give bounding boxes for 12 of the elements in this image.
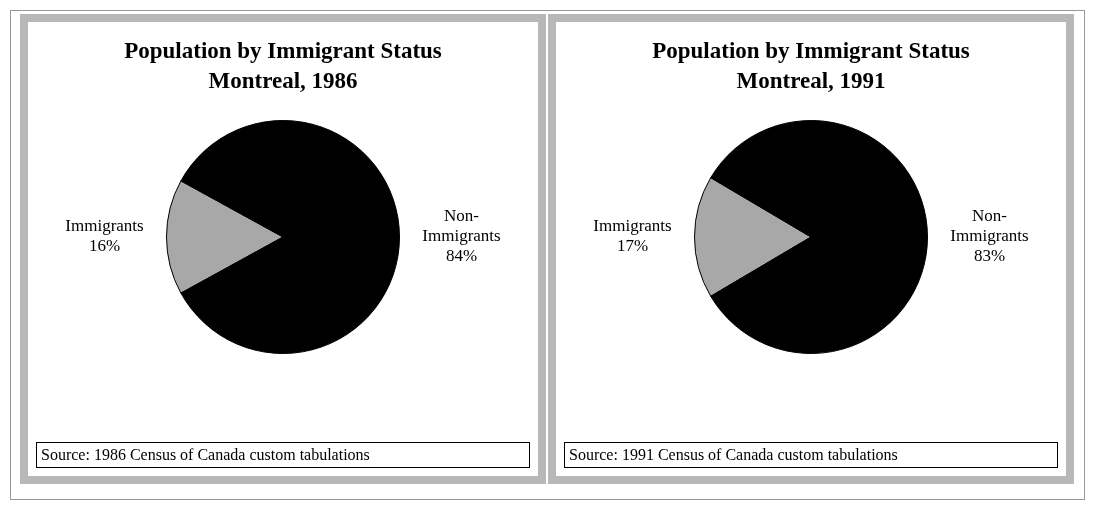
source-note: Source: 1986 Census of Canada custom tabulations xyxy=(36,442,530,468)
slice-label: Non-Immigrants xyxy=(422,206,501,246)
data-label: 16% xyxy=(88,236,121,256)
chart-title: Population by Immigrant Status Montreal, 1986 xyxy=(123,37,443,95)
slice-label: Immigrants xyxy=(593,216,672,236)
chart-title: Population by Immigrant Status Montreal, 1991 xyxy=(651,37,971,95)
data-label: 84% xyxy=(445,246,478,266)
slice-label: Immigrants xyxy=(65,216,144,236)
slice-label: Non-Immigrants xyxy=(950,206,1029,246)
data-label: 83% xyxy=(973,246,1006,266)
source-note: Source: 1991 Census of Canada custom tabulations xyxy=(564,442,1058,468)
data-label: 17% xyxy=(616,236,649,256)
